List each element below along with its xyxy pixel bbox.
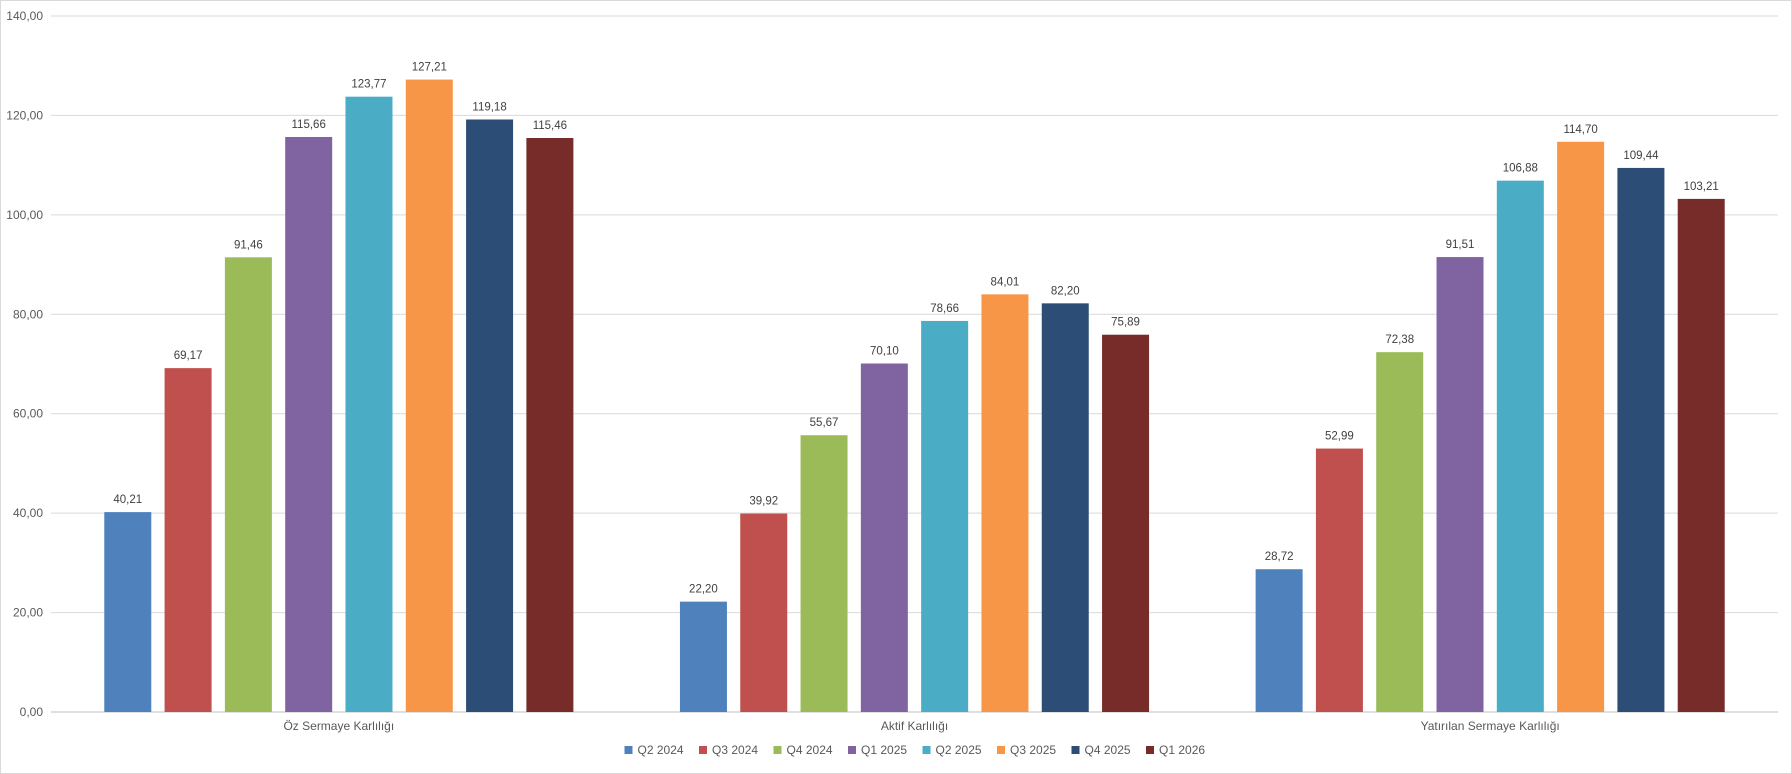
bar: [1617, 167, 1665, 712]
bar: [1436, 257, 1484, 712]
legend-item: Q3 2025: [997, 743, 1056, 757]
y-tick-label: 80,00: [13, 307, 43, 321]
bar: [526, 137, 574, 713]
bar: [224, 257, 272, 712]
x-category-label: Yatırılan Sermaye Karlılığı: [1421, 719, 1560, 733]
bar: [405, 79, 453, 712]
x-category-label: Öz Sermaye Karlılığı: [283, 719, 394, 733]
legend-swatch: [848, 746, 856, 754]
data-label: 84,01: [991, 276, 1020, 288]
legend-label: Q2 2025: [936, 743, 982, 757]
bar: [1557, 141, 1605, 712]
bar: [104, 512, 152, 712]
data-label: 115,46: [533, 120, 567, 132]
legend-item: Q4 2025: [1071, 743, 1131, 757]
data-label: 70,10: [870, 346, 899, 358]
legend-item: Q1 2025: [848, 743, 907, 757]
data-label: 28,72: [1265, 551, 1294, 563]
legend-swatch: [773, 746, 782, 754]
legend-label: Q4 2024: [787, 743, 833, 757]
data-label: 78,66: [930, 303, 959, 315]
legend: Q2 2024 Q3 2024 Q4 2024 Q1 2025 Q2 2025 Q3 20…: [624, 743, 1205, 757]
data-label: 82,20: [1051, 285, 1080, 297]
y-tick-label: 140,00: [6, 9, 43, 23]
bar: [679, 601, 727, 712]
data-label: 39,92: [749, 496, 778, 508]
bar: [1102, 334, 1150, 712]
legend-item: Q2 2025: [922, 743, 982, 757]
gridlines: [51, 15, 1778, 713]
y-tick-label: 60,00: [13, 407, 43, 421]
bar: [800, 435, 848, 712]
bar: [285, 137, 333, 712]
data-label: 91,51: [1446, 239, 1475, 251]
legend-swatch: [1071, 746, 1080, 754]
y-tick-label: 120,00: [6, 108, 43, 122]
data-labels: 40,21 69,17 91,46 115,66 123,77 127,21 119,18 1…: [113, 62, 1718, 596]
legend-label: Q3 2025: [1010, 743, 1056, 757]
bar: [921, 320, 969, 712]
x-category-label: Aktif Karlılığı: [881, 719, 948, 733]
bar: [1677, 198, 1725, 712]
bars: [104, 79, 1725, 713]
bar: [1255, 569, 1303, 712]
data-label: 114,70: [1563, 124, 1597, 136]
data-label: 40,21: [113, 494, 142, 506]
bar: [1315, 448, 1363, 712]
data-label: 22,20: [689, 584, 718, 596]
legend-swatch: [699, 746, 707, 754]
y-tick-label: 0,00: [20, 705, 44, 719]
x-axis: Öz Sermaye Karlılığı Aktif Karlılığı Yatır…: [283, 719, 1559, 733]
bar: [466, 119, 514, 713]
legend-swatch: [997, 746, 1005, 754]
legend-item: Q1 2026: [1146, 743, 1205, 757]
legend-item: Q2 2024: [624, 743, 684, 757]
data-label: 106,88: [1503, 163, 1538, 175]
bar: [1496, 180, 1544, 713]
legend-item: Q4 2024: [773, 743, 833, 757]
data-label: 72,38: [1385, 334, 1414, 346]
data-label: 119,18: [472, 102, 506, 114]
data-label: 75,89: [1111, 317, 1140, 329]
y-tick-label: 40,00: [13, 506, 43, 520]
data-label: 52,99: [1325, 431, 1354, 443]
bar: [860, 363, 908, 712]
data-label: 91,46: [234, 239, 263, 251]
y-tick-label: 100,00: [6, 208, 43, 222]
bar: [164, 368, 212, 712]
bar: [981, 294, 1029, 712]
bar: [345, 96, 393, 713]
bar: [1376, 352, 1424, 712]
legend-label: Q1 2026: [1159, 743, 1205, 757]
data-label: 109,44: [1623, 150, 1659, 162]
bar: [1041, 303, 1089, 712]
bar: [740, 513, 788, 712]
legend-swatch: [624, 746, 633, 754]
legend-label: Q4 2025: [1085, 743, 1131, 757]
data-label: 115,66: [292, 119, 326, 131]
legend-swatch: [1146, 746, 1154, 754]
data-label: 69,17: [174, 350, 203, 362]
legend-swatch: [922, 746, 931, 754]
legend-item: Q3 2024: [699, 743, 758, 757]
data-label: 103,21: [1684, 181, 1719, 193]
data-label: 55,67: [810, 417, 839, 429]
y-axis: 0,00 20,00 40,00 60,00 80,00 100,00 120,00 140,…: [6, 9, 43, 719]
legend-label: Q1 2025: [861, 743, 907, 757]
legend-label: Q3 2024: [712, 743, 758, 757]
legend-label: Q2 2024: [638, 743, 684, 757]
y-tick-label: 20,00: [13, 606, 43, 620]
data-label: 127,21: [412, 62, 447, 74]
data-label: 123,77: [351, 79, 386, 91]
